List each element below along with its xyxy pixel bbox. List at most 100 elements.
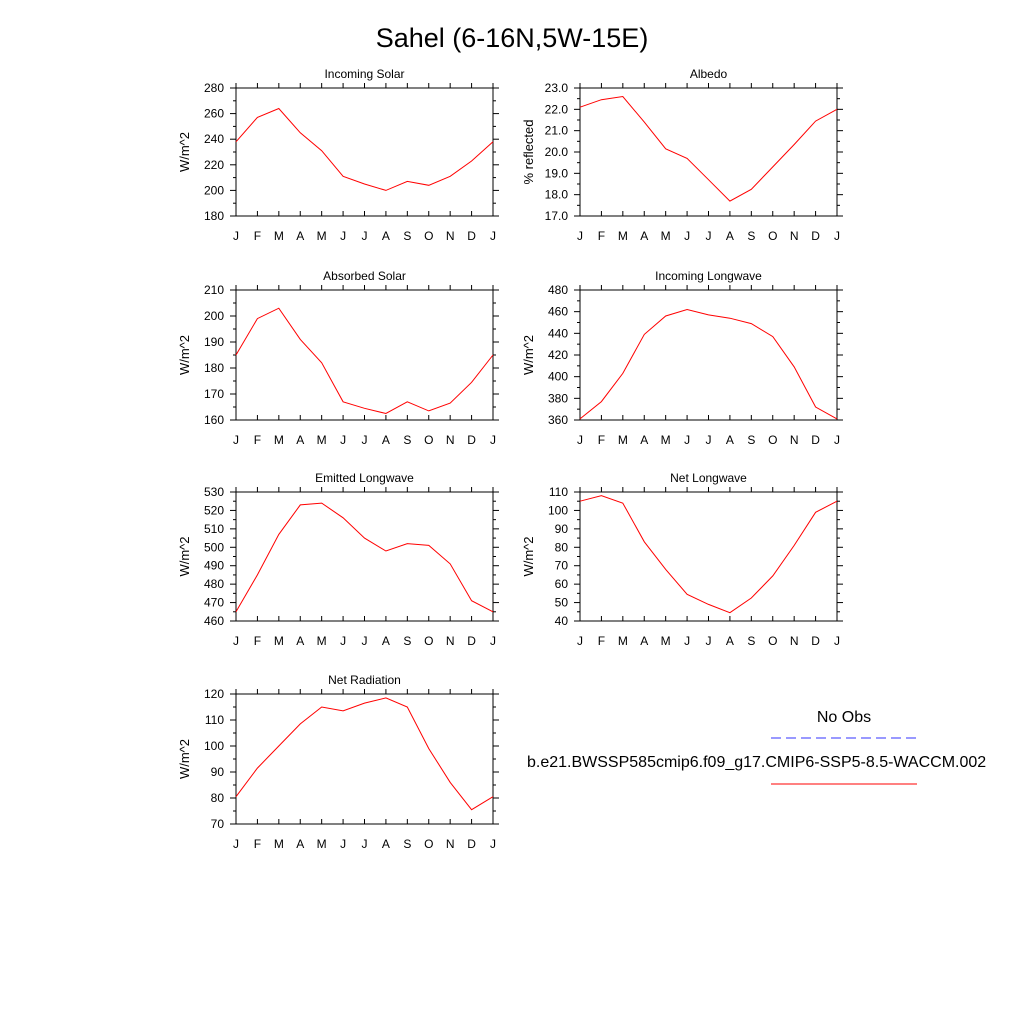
x-tick-label: M (274, 433, 284, 447)
x-tick-label: D (467, 634, 476, 648)
y-tick-label: 420 (548, 348, 568, 362)
x-tick-label: D (811, 433, 820, 447)
x-tick-label: J (340, 634, 346, 648)
x-tick-label: M (618, 634, 628, 648)
y-tick-label: 40 (555, 614, 569, 628)
x-tick-label: M (661, 229, 671, 243)
x-tick-label: S (403, 837, 411, 851)
x-tick-label: A (296, 837, 304, 851)
legend: No Obs b.e21.BWSSP585cmip6.f09_g17.CMIP6… (527, 709, 986, 785)
x-tick-label: M (317, 229, 327, 243)
x-tick-label: J (233, 837, 239, 851)
y-axis-label: W/m^2 (521, 536, 536, 576)
x-tick-label: J (233, 229, 239, 243)
y-tick-label: 170 (204, 387, 224, 401)
x-tick-label: J (490, 229, 496, 243)
series-line-albedo (579, 95, 838, 202)
x-tick-label: N (446, 634, 455, 648)
y-tick-label: 80 (555, 540, 569, 554)
y-tick-label: 90 (211, 765, 225, 779)
x-tick-label: S (747, 229, 755, 243)
x-tick-label: M (317, 634, 327, 648)
x-tick-label: S (747, 433, 755, 447)
y-tick-label: 380 (548, 391, 568, 405)
plot-frame (579, 491, 838, 622)
y-tick-label: 510 (204, 522, 224, 536)
x-tick-label: M (274, 229, 284, 243)
x-tick-label: N (446, 433, 455, 447)
x-tick-label: A (726, 433, 734, 447)
x-tick-label: N (790, 433, 799, 447)
y-tick-label: 17.0 (545, 209, 569, 223)
x-tick-label: N (446, 229, 455, 243)
x-tick-label: J (577, 433, 583, 447)
x-tick-label: M (618, 229, 628, 243)
x-tick-label: J (684, 634, 690, 648)
y-tick-label: 200 (204, 309, 224, 323)
x-tick-label: D (467, 433, 476, 447)
x-tick-label: A (382, 837, 390, 851)
x-tick-label: F (254, 229, 261, 243)
plot-frame (579, 87, 838, 217)
y-tick-label: 120 (204, 687, 224, 701)
series-line-absorbed-solar (235, 307, 494, 415)
x-tick-label: J (233, 433, 239, 447)
plot-frame (235, 693, 494, 825)
x-tick-label: S (747, 634, 755, 648)
x-tick-label: J (706, 229, 712, 243)
y-tick-label: 530 (204, 485, 224, 499)
x-tick-label: F (254, 837, 261, 851)
y-axis-label: W/m^2 (521, 335, 536, 375)
plot-frame (235, 87, 494, 217)
x-tick-label: A (296, 229, 304, 243)
y-tick-label: 500 (204, 540, 224, 554)
y-tick-label: 19.0 (545, 166, 569, 180)
x-tick-label: J (834, 634, 840, 648)
plot-frame (579, 289, 838, 421)
series-line-emitted-longwave (235, 502, 494, 613)
x-tick-label: A (640, 433, 648, 447)
x-tick-label: N (446, 837, 455, 851)
x-tick-label: F (598, 433, 605, 447)
y-axis-label: W/m^2 (177, 132, 192, 172)
x-tick-label: J (340, 229, 346, 243)
y-tick-label: 23.0 (545, 81, 569, 95)
y-tick-label: 80 (211, 791, 225, 805)
plot-frame (235, 491, 494, 622)
x-tick-label: J (362, 433, 368, 447)
x-tick-label: M (274, 837, 284, 851)
panel-title: Incoming Longwave (655, 269, 762, 283)
y-tick-label: 90 (555, 522, 569, 536)
x-tick-label: J (834, 433, 840, 447)
x-tick-label: A (382, 634, 390, 648)
y-tick-label: 260 (204, 107, 224, 121)
x-tick-label: S (403, 229, 411, 243)
y-tick-label: 21.0 (545, 124, 569, 138)
x-tick-label: O (424, 634, 433, 648)
x-tick-label: M (274, 634, 284, 648)
y-tick-label: 70 (555, 559, 569, 573)
x-tick-label: O (768, 229, 777, 243)
x-tick-label: D (811, 634, 820, 648)
x-tick-label: M (317, 837, 327, 851)
x-tick-label: J (577, 634, 583, 648)
x-tick-label: J (490, 837, 496, 851)
plot-frame (235, 289, 494, 421)
x-tick-label: A (726, 229, 734, 243)
x-tick-label: O (424, 837, 433, 851)
x-tick-label: S (403, 634, 411, 648)
x-tick-label: A (382, 433, 390, 447)
x-tick-label: J (362, 837, 368, 851)
panel-title: Incoming Solar (324, 67, 404, 81)
panel-title: Net Longwave (670, 471, 747, 485)
y-tick-label: 22.0 (545, 102, 569, 116)
x-tick-label: F (598, 229, 605, 243)
x-tick-label: F (254, 433, 261, 447)
y-axis-label: W/m^2 (177, 335, 192, 375)
x-tick-label: J (834, 229, 840, 243)
